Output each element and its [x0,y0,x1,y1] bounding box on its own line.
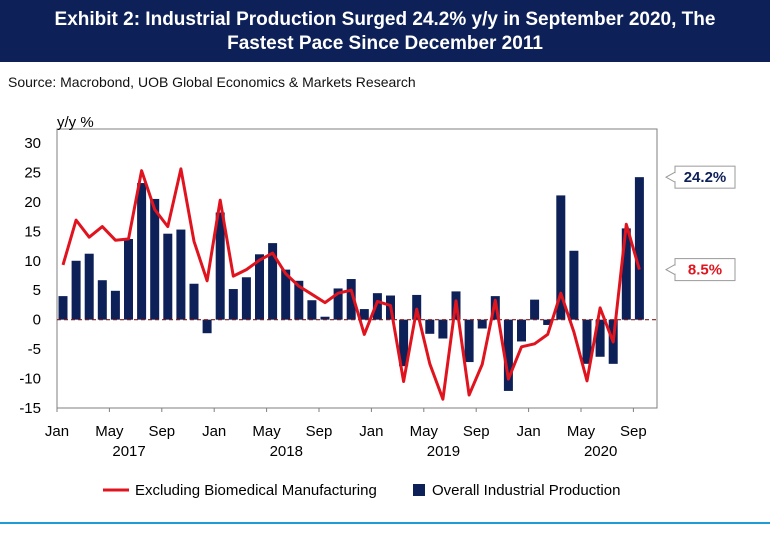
y-tick-label: -10 [19,371,41,388]
chart-title-line-2: Fastest Pace Since December 2011 [227,33,543,54]
bar [543,319,553,325]
y-tick-label: 5 [33,282,41,299]
plot-frame [56,128,658,409]
x-tick-label: Sep [306,423,333,440]
line-series-excluding-biomedical [61,167,641,401]
callout-pointer [664,171,676,184]
bar [202,319,212,334]
bar [281,269,291,320]
bar [503,319,513,391]
y-tick-label: 25 [24,164,41,181]
bar [595,319,605,357]
callout-label: 8.5% [688,262,722,279]
x-tick-label: May [410,423,439,440]
year-label: 2020 [584,443,617,460]
bar [241,277,251,320]
x-tick-label: Sep [463,423,490,440]
bar [268,243,278,320]
chart-title-banner: Exhibit 2: Industrial Production Surged … [0,0,770,62]
bar [569,250,579,320]
x-tick-label: Sep [148,423,175,440]
callout-label: 24.2% [684,169,727,186]
x-tick-label: Jan [517,423,541,440]
x-tick-label: May [95,423,124,440]
chart-title-line-1: Exhibit 2: Industrial Production Surged … [54,9,716,30]
bar [215,212,225,320]
x-tick-label: Sep [620,423,647,440]
bar [530,299,540,320]
bar [333,288,343,320]
year-label: 2018 [270,443,303,460]
x-tick-label: Jan [45,423,69,440]
y-tick-label: 0 [33,312,41,329]
bar [477,319,487,329]
bar [556,195,566,320]
bar [372,293,382,320]
callout-excluding: 8.5% [664,258,736,282]
x-tick-label: May [567,423,596,440]
bar [58,296,68,320]
bar [124,238,133,320]
bar [255,254,264,320]
bar [464,319,474,363]
bar [438,319,448,339]
legend-label-overall: Overall Industrial Production [432,482,620,499]
bar [189,283,199,320]
bar [399,319,409,367]
year-label: 2017 [112,443,145,460]
bar [71,260,81,320]
bar [176,229,186,320]
bar [307,300,317,320]
y-tick-label: 15 [24,223,41,240]
y-tick-label: 30 [24,135,41,152]
bar [150,198,160,320]
y-tick-label: 20 [24,194,41,211]
legend-label-excluding: Excluding Biomedical Manufacturing [135,482,377,499]
bar [621,228,631,320]
source-note: Source: Macrobond, UOB Global Economics … [8,74,416,90]
bar [582,319,592,364]
legend: Excluding Biomedical Manufacturing Overal… [103,482,620,499]
bar [634,177,644,320]
bar [97,280,107,320]
bar [137,183,147,320]
y-tick-label: -5 [28,341,41,358]
bar [110,290,120,320]
x-tick-label: May [252,423,281,440]
x-tick-label: Jan [359,423,383,440]
bar [359,309,369,320]
y-tick-label: 10 [24,253,41,270]
callout-overall: 24.2% [664,165,736,189]
y-axis-label: y/y % [57,114,94,131]
x-tick-label: Jan [202,423,226,440]
bar [346,279,356,320]
bar [517,319,526,342]
y-tick-label: -15 [19,400,41,417]
bar [320,316,330,320]
year-label: 2019 [427,443,460,460]
bar [228,289,238,320]
bar [425,319,435,334]
bar [84,253,94,320]
legend-bar-swatch [413,484,425,496]
bar [412,294,422,320]
bar [294,280,304,320]
bar [163,233,173,320]
bottom-divider [0,522,770,524]
callout-pointer [664,263,676,276]
